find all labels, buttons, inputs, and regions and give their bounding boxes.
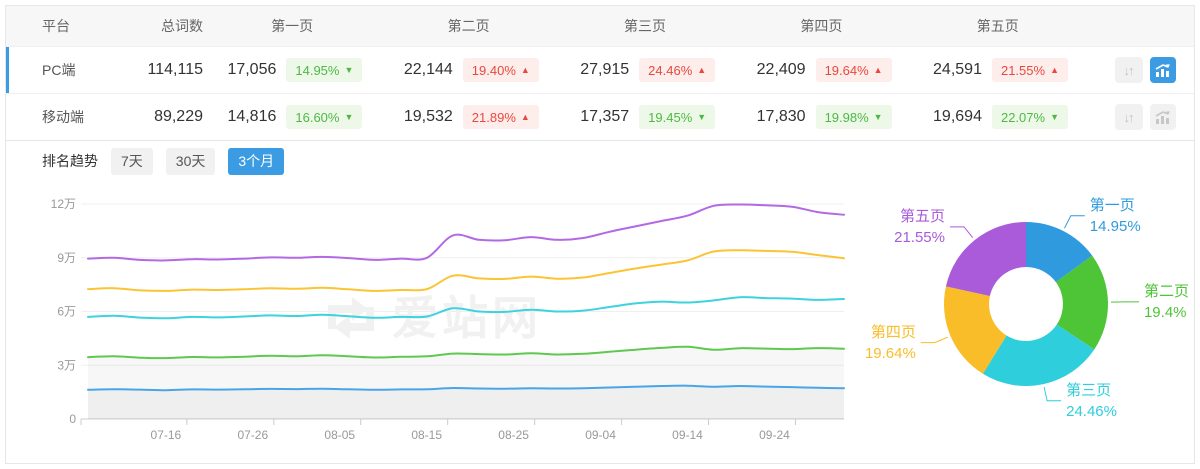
table-row-mobile[interactable]: 移动端 89,229 14,816 16.60% ▼ 19,532 21.89% ▲…	[6, 93, 1194, 140]
platform-label: PC端	[42, 62, 76, 78]
total-words-value: 114,115	[147, 61, 203, 78]
tab-30-days[interactable]: 30天	[165, 147, 216, 175]
donut-label-第二页: 第二页 19.4%	[1143, 282, 1189, 321]
trend-arrow-icon: ▼	[1050, 111, 1059, 122]
trend-arrow-icon: ▲	[873, 64, 883, 75]
page3-count: 17,357	[580, 108, 630, 125]
donut-label-第三页: 第三页 24.46%	[1066, 381, 1117, 420]
header-page-2: 第二页	[447, 18, 490, 34]
page2-trend-badge: 19.40% ▲	[462, 58, 539, 82]
trend-controls: 排名趋势 7天 30天 3个月	[6, 141, 1194, 181]
trend-arrow-icon: ▼	[873, 111, 883, 122]
header-total-words: 总词数	[161, 18, 203, 34]
svg-text:9万: 9万	[57, 251, 76, 265]
page4-trend-badge: 19.98% ▼	[815, 105, 892, 129]
page5-count: 19,694	[933, 108, 982, 125]
page1-cell: 17,056 14.95% ▼	[216, 58, 392, 82]
trend-arrow-icon: ▼	[344, 64, 354, 75]
page4-cell: 22,409 19.64% ▲	[745, 58, 921, 82]
page-distribution-donut[interactable]	[866, 181, 1194, 451]
page4-count: 17,830	[756, 108, 806, 125]
header-page-4: 第四页	[800, 18, 843, 34]
page1-trend-badge: 16.60% ▼	[286, 105, 363, 129]
page1-count: 14,816	[227, 108, 277, 125]
page2-cell: 22,144 19.40% ▲	[392, 58, 568, 82]
page2-cell: 19,532 21.89% ▲	[392, 105, 568, 129]
trend-arrow-icon: ▼	[697, 111, 707, 122]
page3-trend-badge: 19.45% ▼	[639, 105, 716, 129]
svg-text:0: 0	[69, 412, 76, 426]
table-row-pc[interactable]: PC端 114,115 17,056 14.95% ▼ 22,144 19.40%…	[6, 46, 1194, 93]
page3-count: 27,915	[580, 61, 630, 78]
page1-trend-badge: 14.95% ▼	[286, 58, 363, 82]
row-actions: ↓↑	[1098, 104, 1194, 130]
header-page-5: 第五页	[976, 18, 1019, 34]
svg-text:09-14: 09-14	[672, 428, 703, 442]
page1-cell: 14,816 16.60% ▼	[216, 105, 392, 129]
page3-cell: 27,915 24.46% ▲	[569, 58, 745, 82]
page4-trend-badge: 19.64% ▲	[815, 58, 892, 82]
rank-table-header: 平台 总词数 第一页 第二页 第三页 第四页 第五页	[6, 6, 1194, 46]
svg-text:3万: 3万	[57, 358, 76, 372]
page5-trend-badge: 22.07% ▼	[991, 105, 1068, 129]
row-actions: ↓↑	[1098, 57, 1194, 83]
svg-text:08-15: 08-15	[411, 428, 442, 442]
trend-arrow-icon: ▲	[1050, 64, 1059, 75]
svg-text:12万: 12万	[51, 197, 76, 211]
total-words-value: 89,229	[154, 108, 203, 125]
svg-text:08-25: 08-25	[498, 428, 529, 442]
header-page-3: 第三页	[623, 18, 666, 34]
tab-7-days[interactable]: 7天	[111, 147, 153, 175]
trend-arrow-icon: ▲	[697, 64, 707, 75]
page5-cell: 24,591 21.55% ▲	[922, 58, 1098, 82]
trend-arrow-icon: ▲	[520, 111, 530, 122]
trend-chart-icon[interactable]	[1149, 104, 1176, 130]
trend-section-title: 排名趋势	[42, 153, 98, 169]
page5-trend-badge: 21.55% ▲	[991, 58, 1068, 82]
page4-cell: 17,830 19.98% ▼	[745, 105, 921, 129]
page1-count: 17,056	[227, 61, 277, 78]
svg-text:09-04: 09-04	[585, 428, 616, 442]
page-distribution-panel: 第一页 14.95% 第二页 19.4% 第三页 24.46% 第四页 19.64% 第五页 21…	[864, 181, 1194, 451]
section-divider	[6, 140, 1194, 141]
sort-arrows-icon[interactable]: ↓↑	[1114, 104, 1143, 130]
sort-arrows-icon[interactable]: ↓↑	[1114, 57, 1143, 83]
keyword-rank-widget: 平台 总词数 第一页 第二页 第三页 第四页 第五页 PC端 114,115 1…	[5, 5, 1195, 464]
page2-count: 22,144	[403, 61, 453, 78]
tab-3-months[interactable]: 3个月	[228, 147, 285, 175]
page5-count: 24,591	[933, 61, 982, 78]
trend-chart-icon[interactable]	[1149, 57, 1176, 83]
platform-label: 移动端	[42, 109, 84, 125]
trend-arrow-icon: ▲	[520, 64, 530, 75]
svg-text:6万: 6万	[57, 305, 76, 319]
trend-arrow-icon: ▼	[344, 111, 354, 122]
svg-text:08-05: 08-05	[324, 428, 355, 442]
page2-trend-badge: 21.89% ▲	[462, 105, 539, 129]
page4-count: 22,409	[756, 61, 806, 78]
page5-cell: 19,694 22.07% ▼	[922, 105, 1098, 129]
svg-text:09-24: 09-24	[759, 428, 790, 442]
page3-cell: 17,357 19.45% ▼	[569, 105, 745, 129]
donut-label-第四页: 第四页 19.64%	[864, 323, 916, 362]
donut-label-第一页: 第一页 14.95%	[1089, 196, 1141, 235]
svg-text:07-16: 07-16	[151, 428, 182, 442]
header-platform: 平台	[42, 18, 70, 34]
trend-charts-area: 0 3万 6万 9万 12万 爱站网 07-16 07-26 08-05 08-15 08-25 09…	[6, 181, 1194, 463]
svg-text:07-26: 07-26	[237, 428, 268, 442]
header-page-1: 第一页	[271, 18, 314, 34]
page2-count: 19,532	[403, 108, 453, 125]
donut-label-第五页: 第五页 21.55%	[894, 207, 945, 246]
page3-trend-badge: 24.46% ▲	[639, 58, 716, 82]
